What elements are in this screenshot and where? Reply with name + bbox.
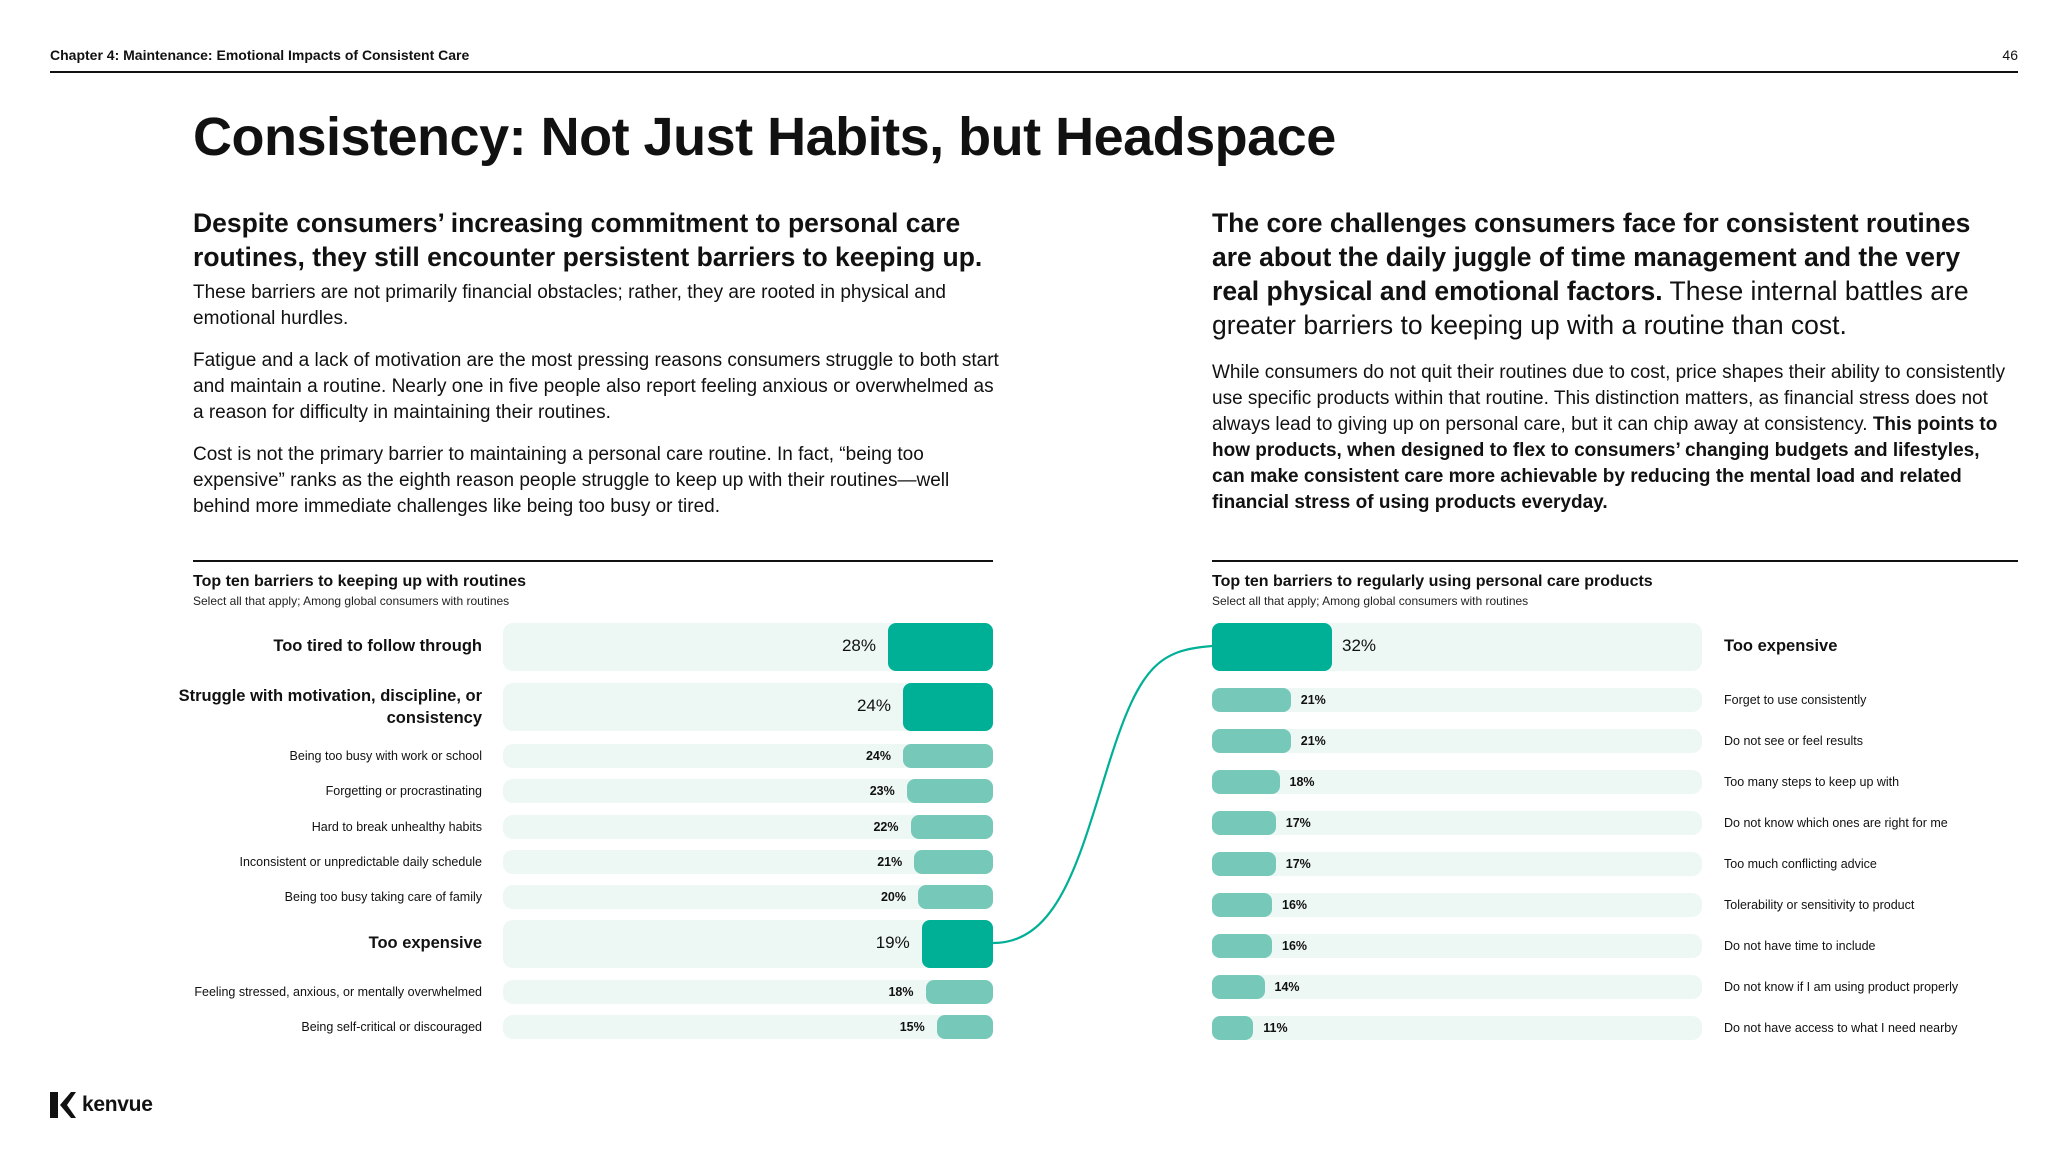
right-bar <box>1212 770 1280 794</box>
right-bar-track <box>1212 934 1702 958</box>
right-bar-category-label: Tolerability or sensitivity to product <box>1724 898 1915 912</box>
right-bar-track <box>1212 975 1702 999</box>
right-bar <box>1212 729 1291 753</box>
right-bar-value-label: 14% <box>1274 980 1300 994</box>
right-bar-value-label: 21% <box>1300 693 1326 707</box>
left-paragraph-3: Cost is not the primary barrier to maint… <box>193 444 950 517</box>
right-paragraph: While consumers do not quit their routin… <box>1212 360 2012 516</box>
left-bar <box>903 744 993 768</box>
left-bar-value-label: 23% <box>869 784 895 798</box>
left-bar <box>906 779 993 803</box>
right-bar-value-label: 16% <box>1282 939 1308 953</box>
right-bar-value-label: 21% <box>1300 734 1326 748</box>
left-bar <box>914 850 993 874</box>
left-bar-value-label: 20% <box>880 890 906 904</box>
left-bar-category-label: Hard to break unhealthy habits <box>311 820 482 834</box>
left-bar-value-label: 19% <box>875 933 910 952</box>
right-bar-category-label: Too much conflicting advice <box>1724 857 1877 871</box>
left-text-column: Despite consumers’ increasing commitment… <box>193 206 1003 520</box>
right-bar-category-label: Do not know which ones are right for me <box>1724 816 1948 830</box>
left-bar-category-label: Being too busy taking care of family <box>284 890 482 904</box>
left-lead: Despite consumers’ increasing commitment… <box>193 208 983 272</box>
left-bar <box>903 683 993 731</box>
left-bar-category-label: Being too busy with work or school <box>289 749 482 763</box>
page-number: 46 <box>2002 47 2018 63</box>
right-bar-track <box>1212 729 1702 753</box>
left-bar <box>910 815 993 839</box>
right-bar <box>1212 688 1291 712</box>
left-bar-category-label: Feeling stressed, anxious, or mentally o… <box>194 985 482 999</box>
left-bar-category-label: Struggle with motivation, discipline, or… <box>178 687 482 727</box>
right-bar <box>1212 1016 1254 1040</box>
right-bar-value-label: 16% <box>1282 898 1308 912</box>
left-bar-category-label: Too tired to follow through <box>273 637 482 655</box>
right-bar-category-label: Do not have time to include <box>1724 939 1876 953</box>
right-bar-track <box>1212 770 1702 794</box>
right-bar-value-label: 17% <box>1285 857 1311 871</box>
right-bar <box>1212 852 1276 876</box>
left-bar-track <box>503 1015 993 1039</box>
left-bar-value-label: 28% <box>841 636 876 655</box>
left-bar-value-label: 21% <box>877 855 903 869</box>
left-bar <box>925 980 993 1004</box>
left-chart-title: Top ten barriers to keeping up with rout… <box>193 573 527 590</box>
left-bar <box>888 623 993 671</box>
left-bar-category-label: Too expensive <box>368 934 482 952</box>
right-bar <box>1212 934 1272 958</box>
right-bar <box>1212 975 1265 999</box>
right-bar-track <box>1212 852 1702 876</box>
kenvue-logo: kenvue <box>50 1092 153 1118</box>
left-bar-track <box>503 885 993 909</box>
right-bar-category-label: Do not have access to what I need nearby <box>1724 1021 1958 1035</box>
right-bar-category-label: Too expensive <box>1724 637 1838 655</box>
left-bar-track <box>503 980 993 1004</box>
right-bar-value-label: 32% <box>1342 636 1377 655</box>
left-bar <box>936 1015 993 1039</box>
left-bar-track <box>503 850 993 874</box>
left-chart-subtitle: Select all that apply; Among global cons… <box>193 594 510 608</box>
page-title: Consistency: Not Just Habits, but Headsp… <box>193 107 1336 167</box>
right-bar <box>1212 811 1276 835</box>
right-bar-category-label: Do not know if I am using product proper… <box>1724 980 1959 994</box>
left-paragraph-1: These barriers are not primarily financi… <box>193 282 946 329</box>
left-bar-value-label: 15% <box>899 1020 925 1034</box>
left-bar-category-label: Being self-critical or discouraged <box>301 1020 482 1034</box>
right-lead-bold: The core challenges consumers face for c… <box>1212 208 1971 306</box>
right-bar-category-label: Forget to use consistently <box>1724 693 1867 707</box>
left-bar-value-label: 24% <box>865 749 891 763</box>
right-paragraph-bold: This points to how products, when design… <box>1212 414 1998 513</box>
right-bar <box>1212 893 1272 917</box>
left-bar <box>918 885 993 909</box>
right-bar-category-label: Too many steps to keep up with <box>1724 775 1900 789</box>
right-bar-value-label: 11% <box>1263 1021 1288 1035</box>
left-bar-category-label: Inconsistent or unpredictable daily sche… <box>239 855 482 869</box>
right-bar-track <box>1212 1016 1702 1040</box>
left-paragraph-2: Fatigue and a lack of motivation are the… <box>193 350 999 423</box>
left-chart-divider <box>193 560 993 562</box>
right-chart-divider <box>1212 560 2018 562</box>
left-bar-value-label: 18% <box>888 985 914 999</box>
right-paragraph-regular: While consumers do not quit their routin… <box>1212 362 2006 435</box>
right-text-column: The core challenges consumers face for c… <box>1212 206 2012 516</box>
right-chart-subtitle: Select all that apply; Among global cons… <box>1212 594 1529 608</box>
right-bar-track <box>1212 811 1702 835</box>
right-bar-track <box>1212 688 1702 712</box>
right-bar-value-label: 18% <box>1289 775 1315 789</box>
header-divider <box>50 71 2018 73</box>
chapter-heading: Chapter 4: Maintenance: Emotional Impact… <box>50 47 470 63</box>
right-chart-title: Top ten barriers to regularly using pers… <box>1212 573 1653 590</box>
right-bar <box>1212 623 1332 671</box>
left-bar-value-label: 22% <box>873 820 899 834</box>
right-lead: The core challenges consumers face for c… <box>1212 206 2012 342</box>
logo-wordmark: kenvue <box>82 1093 153 1116</box>
right-bar-value-label: 17% <box>1285 816 1311 830</box>
left-bar-category-label: Forgetting or procrastinating <box>325 784 482 798</box>
left-bar <box>921 920 993 968</box>
right-bar-track <box>1212 893 1702 917</box>
left-bar-value-label: 24% <box>856 696 891 715</box>
kenvue-logo-mark-icon <box>50 1092 76 1118</box>
right-bar-category-label: Do not see or feel results <box>1724 734 1863 748</box>
left-bar-track <box>503 920 993 968</box>
right-lead-regular: These internal battles are greater barri… <box>1212 276 1969 340</box>
